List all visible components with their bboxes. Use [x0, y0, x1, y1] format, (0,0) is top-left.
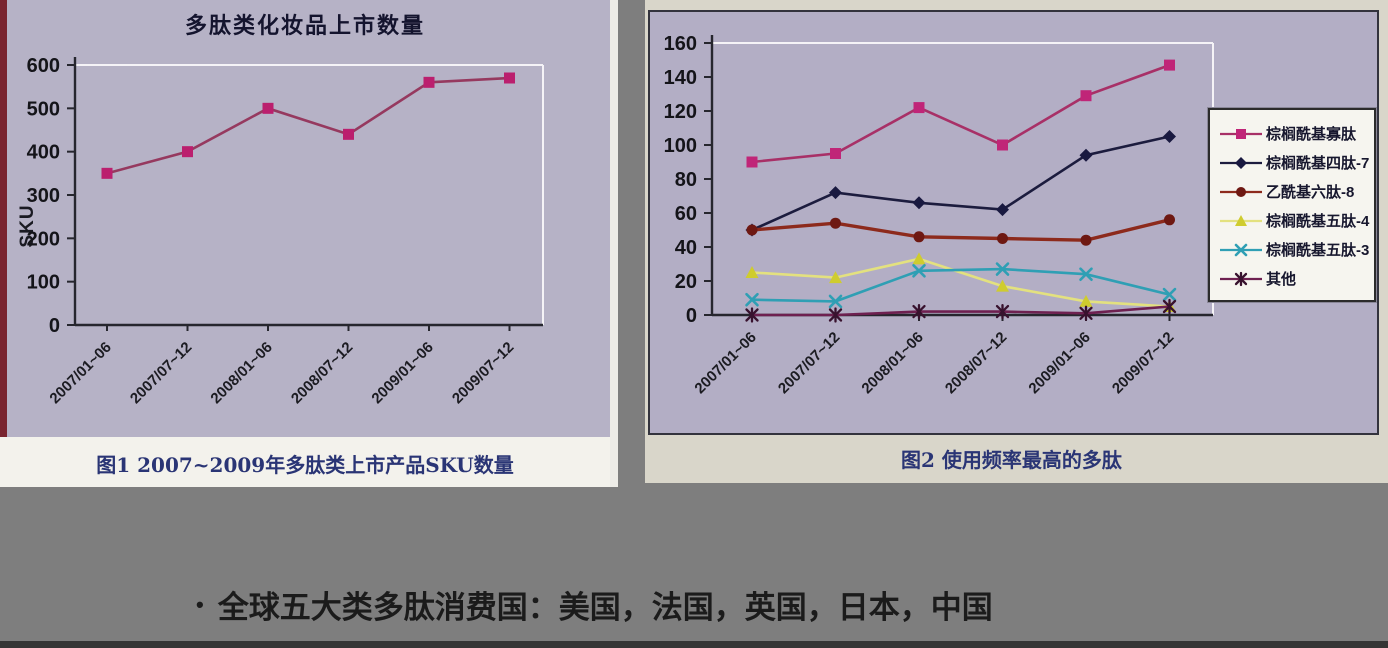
svg-text:2009/07~12: 2009/07~12	[1109, 329, 1177, 397]
figure2-chart: 0 20 40 60 80 100 120 140 160 2007/01~06 2007/07~1…	[664, 33, 1214, 397]
legend-item: 棕榈酰基四肽-7	[1218, 148, 1370, 177]
bottom-edge-bar	[0, 641, 1388, 648]
bullet-line: • 全球五大类多肽消费国：美国，法国，英国，日本，中国	[196, 582, 993, 627]
legend-item: 乙酰基六肽-8	[1218, 177, 1366, 206]
svg-text:2008/07~12: 2008/07~12	[288, 339, 356, 407]
svg-text:20: 20	[675, 271, 697, 293]
figure1-caption: 图1 2007~2009年多肽类上市产品SKU数量	[96, 453, 514, 477]
figure2-panel: 0 20 40 60 80 100 120 140 160 2007/01~06 2007/07~1…	[645, 0, 1388, 483]
legend-label: 乙酰基六肽-8	[1266, 184, 1355, 201]
bullet-marker: •	[196, 592, 204, 617]
svg-text:2007/01~06: 2007/01~06	[46, 339, 114, 407]
svg-text:100: 100	[27, 272, 60, 294]
legend-item: 棕榈酰基五肽-3	[1218, 235, 1370, 264]
svg-text:2008/01~06: 2008/01~06	[207, 339, 275, 407]
svg-text:120: 120	[664, 101, 697, 123]
legend-marker-square-icon	[1220, 128, 1262, 139]
legend-label: 棕榈酰基四肽-7	[1266, 155, 1370, 172]
svg-text:160: 160	[664, 33, 697, 55]
svg-text:2009/01~06: 2009/01~06	[1025, 329, 1093, 397]
svg-text:200: 200	[27, 228, 60, 250]
svg-text:2007/07~12: 2007/07~12	[127, 339, 195, 407]
bullet-text: 全球五大类多肽消费国：美国，法国，英国，日本，中国	[217, 590, 993, 625]
svg-text:300: 300	[27, 185, 60, 207]
legend-marker-x-icon	[1220, 243, 1262, 256]
svg-text:600: 600	[27, 55, 60, 77]
svg-text:60: 60	[675, 203, 697, 225]
legend-item: 棕榈酰基寡肽	[1218, 119, 1366, 148]
svg-text:100: 100	[664, 135, 697, 157]
legend-label: 棕榈酰基寡肽	[1266, 126, 1357, 143]
legend-marker-diamond-icon	[1220, 156, 1262, 169]
svg-text:2009/07~12: 2009/07~12	[449, 339, 517, 407]
svg-text:0: 0	[686, 305, 697, 327]
svg-text:80: 80	[675, 169, 697, 191]
figure1-panel: 多肽类化妆品上市数量 SKU 0 100 200 300 400 500 600 2007/0…	[0, 0, 618, 487]
figure1-title: 多肽类化妆品上市数量	[184, 13, 425, 38]
figure2-legend: 棕榈酰基寡肽 棕榈酰基四肽-7 乙酰基六肽-8 棕榈酰基五肽-4 棕榈酰基五肽-3 其他	[1208, 108, 1376, 302]
legend-item: 棕榈酰基五肽-4	[1218, 206, 1370, 235]
legend-label: 其他	[1266, 271, 1297, 288]
legend-label: 棕榈酰基五肽-4	[1266, 213, 1370, 230]
legend-marker-circle-icon	[1220, 186, 1262, 197]
svg-text:2009/01~06: 2009/01~06	[368, 339, 436, 407]
svg-text:400: 400	[27, 142, 60, 164]
legend-marker-triangle-icon	[1220, 214, 1262, 226]
legend-item: 其他	[1218, 264, 1366, 293]
figure2-caption: 图2 使用频率最高的多肽	[901, 448, 1122, 472]
svg-text:0: 0	[49, 315, 60, 337]
legend-label: 棕榈酰基五肽-3	[1266, 242, 1370, 259]
figure1-accent-strip	[0, 0, 7, 452]
legend-marker-asterisk-icon	[1220, 271, 1262, 286]
svg-text:2008/01~06: 2008/01~06	[858, 329, 926, 397]
svg-text:40: 40	[675, 237, 697, 259]
svg-text:500: 500	[27, 98, 60, 120]
svg-text:2007/07~12: 2007/07~12	[775, 329, 843, 397]
figure1-caption-strip: 图1 2007~2009年多肽类上市产品SKU数量	[0, 437, 610, 487]
svg-text:2007/01~06: 2007/01~06	[691, 329, 759, 397]
svg-text:140: 140	[664, 67, 697, 89]
svg-text:2008/07~12: 2008/07~12	[942, 329, 1010, 397]
figure2-plot-box: 0 20 40 60 80 100 120 140 160 2007/01~06 2007/07~1…	[648, 10, 1379, 435]
